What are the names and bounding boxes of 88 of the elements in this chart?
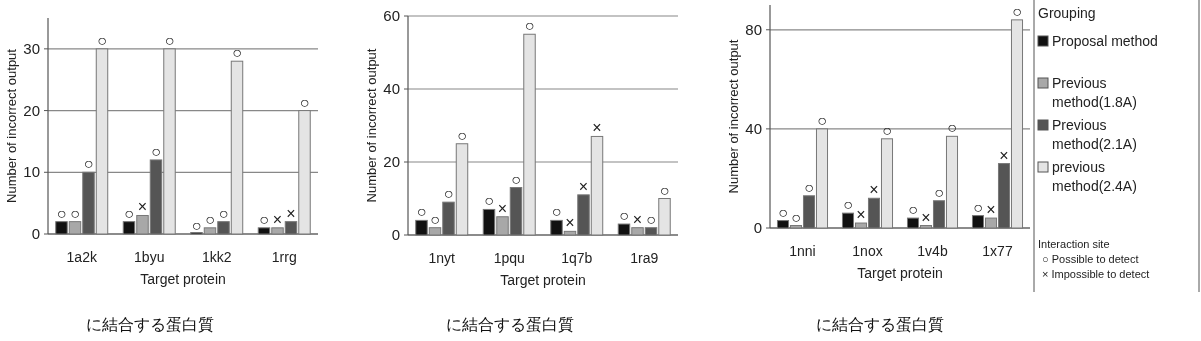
- data-label: ○: [934, 183, 944, 201]
- legend-label: Previous method(2.1A): [1052, 117, 1137, 152]
- data-label: ○: [97, 31, 107, 49]
- legend-label: Previous method(1.8A): [1052, 75, 1137, 110]
- data-label: ○: [83, 155, 94, 173]
- data-label: ×: [999, 146, 1009, 164]
- data-label: ×: [578, 177, 589, 195]
- x-axis-title: Target protein: [140, 271, 226, 287]
- data-label: ○: [551, 203, 562, 221]
- legend-label: previous method(2.4A): [1052, 159, 1137, 194]
- data-label: ○: [1012, 2, 1022, 20]
- x-tick-label: 1ra9: [630, 250, 659, 266]
- x-axis-title: Target protein: [857, 265, 943, 281]
- text: に結合する蛋白質: [86, 316, 214, 333]
- y-axis-title: Number of incorrect output: [364, 48, 379, 203]
- x-tick-label: 1nox: [852, 243, 883, 259]
- data-label: ×: [272, 210, 283, 228]
- data-label: ○: [124, 204, 134, 222]
- data-label: ○: [843, 196, 853, 214]
- data-label: ○: [511, 170, 521, 188]
- y-tick-label: 0: [31, 225, 40, 242]
- data-label: ○: [659, 181, 670, 199]
- y-tick-label: 0: [753, 219, 762, 236]
- data-label: ○: [882, 121, 892, 139]
- data-label: ○: [778, 203, 788, 221]
- y-tick-label: 80: [745, 20, 762, 38]
- x-tick-label: 1v4b: [917, 243, 948, 259]
- x-tick-label: 1nyt: [428, 250, 456, 266]
- data-label: ×: [286, 204, 296, 222]
- data-label: ○: [191, 217, 202, 234]
- x-tick-label: 1kk2: [201, 249, 232, 265]
- data-label: ×: [137, 198, 148, 216]
- x-tick-label: 1byu: [134, 249, 165, 265]
- y-tick-label: 40: [383, 80, 400, 97]
- data-label: ○: [804, 178, 814, 196]
- y-tick-label: 30: [23, 39, 40, 57]
- text: Interaction site: [1038, 238, 1110, 250]
- data-label: ○: [56, 204, 67, 222]
- y-tick-label: 0: [391, 226, 400, 243]
- y-tick-label: 40: [745, 119, 762, 137]
- text: ○ Possible to detect: [1042, 253, 1139, 265]
- y-tick-label: 20: [23, 101, 40, 119]
- x-axis-title: Target protein: [500, 272, 586, 288]
- data-label: ○: [430, 210, 440, 228]
- data-label: ×: [986, 201, 996, 219]
- x-tick-label: 1x77: [982, 243, 1013, 259]
- text: × Impossible to detect: [1042, 268, 1150, 280]
- data-label: ×: [921, 208, 931, 226]
- x-tick-label: 1rrg: [271, 249, 297, 265]
- data-label: ○: [646, 210, 656, 228]
- data-label: ○: [70, 204, 80, 222]
- y-tick-label: 60: [383, 7, 400, 24]
- data-label: ×: [497, 199, 508, 217]
- data-label: ×: [565, 214, 575, 232]
- data-label: ○: [817, 111, 827, 129]
- data-label: ○: [908, 201, 918, 219]
- data-label: ○: [619, 207, 629, 225]
- data-label: ×: [592, 119, 602, 137]
- text: に結合する蛋白質: [446, 316, 574, 333]
- data-label: ○: [232, 44, 242, 62]
- y-tick-label: 20: [383, 153, 400, 170]
- data-label: ○: [299, 93, 310, 111]
- x-tick-label: 1nni: [789, 243, 816, 259]
- legend-title: Grouping: [1038, 5, 1096, 21]
- data-label: ○: [416, 203, 427, 221]
- data-label: ○: [524, 17, 535, 35]
- data-label: ○: [151, 142, 161, 160]
- data-label: ○: [164, 31, 175, 49]
- data-label: ○: [947, 119, 957, 137]
- y-axis-title: Number of incorrect output: [726, 39, 741, 194]
- data-label: ○: [218, 204, 229, 222]
- data-label: ○: [259, 210, 269, 228]
- data-label: ○: [443, 185, 454, 203]
- data-label: ×: [869, 181, 879, 199]
- data-label: ○: [484, 192, 494, 210]
- data-label: ○: [205, 210, 215, 228]
- x-tick-label: 1a2k: [66, 249, 98, 265]
- data-label: ×: [632, 210, 643, 228]
- legend-label: Proposal method: [1052, 33, 1158, 49]
- data-label: ○: [973, 198, 983, 216]
- x-tick-label: 1pqu: [493, 250, 525, 266]
- data-label: ○: [457, 126, 467, 144]
- x-tick-label: 1q7b: [561, 250, 593, 266]
- y-tick-label: 10: [23, 163, 40, 181]
- y-axis-title: Number of incorrect output: [4, 48, 19, 203]
- data-label: ○: [791, 208, 801, 226]
- text: に結合する蛋白質: [816, 316, 944, 333]
- data-label: ×: [856, 206, 866, 224]
